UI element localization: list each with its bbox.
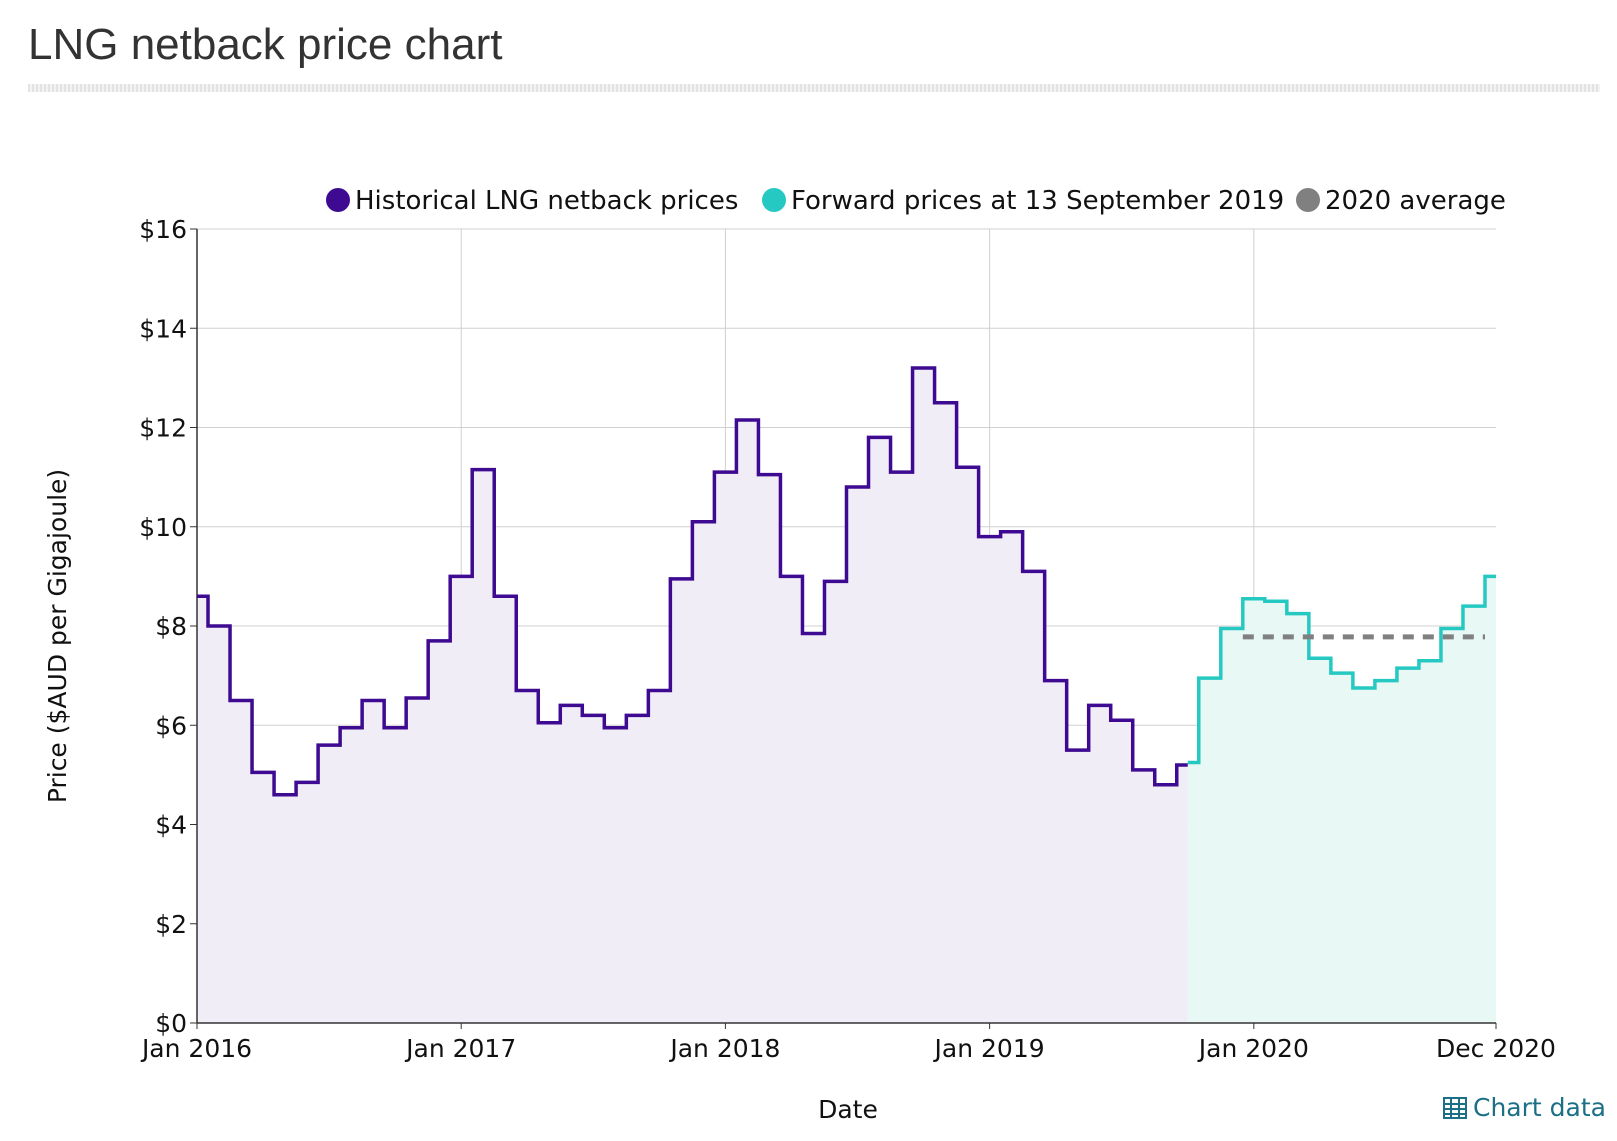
historical-lng-netback-prices-point <box>636 714 639 717</box>
x-tick-label: Jan 2020 <box>1197 1034 1309 1063</box>
historical-lng-netback-prices-point <box>548 721 551 724</box>
y-tick-label: $14 <box>139 314 187 343</box>
historical-lng-netback-prices-point <box>1054 679 1057 682</box>
historical-lng-netback-prices-point <box>262 771 265 774</box>
forward-prices-at-13-september-2019-point <box>1252 597 1255 600</box>
forward-prices-at-13-september-2019-point <box>1362 687 1365 690</box>
historical-lng-netback-prices-point <box>460 575 463 578</box>
x-tick-label: Jan 2016 <box>140 1034 252 1063</box>
x-tick-label: Jan 2017 <box>404 1034 516 1063</box>
historical-lng-netback-prices-point <box>614 726 617 729</box>
historical-lng-netback-prices-point <box>988 535 991 538</box>
historical-lng-netback-prices-point <box>680 577 683 580</box>
y-axis-title: Price ($AUD per Gigajoule) <box>43 469 72 803</box>
legend-marker-2020-average <box>1296 188 1320 212</box>
legend-label-2020-average: 2020 average <box>1325 186 1506 216</box>
forward-prices-at-13-september-2019-point <box>1406 667 1409 670</box>
historical-lng-netback-prices-point <box>1032 570 1035 573</box>
historical-lng-netback-prices-point <box>702 520 705 523</box>
x-tick-label: Jan 2019 <box>933 1034 1045 1063</box>
forward-prices-at-13-september-2019-point <box>1230 627 1233 630</box>
historical-lng-netback-prices-point <box>746 419 749 422</box>
table-icon <box>1443 1096 1467 1119</box>
forward-prices-at-13-september-2019-area <box>1187 576 1496 1023</box>
historical-lng-netback-prices-point <box>482 468 485 471</box>
historical-lng-netback-prices-point <box>1120 719 1123 722</box>
historical-lng-netback-prices-point <box>196 595 199 598</box>
y-tick-label: $4 <box>155 811 187 840</box>
forward-prices-at-13-september-2019-point <box>1340 672 1343 675</box>
historical-lng-netback-prices-point <box>504 595 507 598</box>
y-tick-label: $8 <box>155 612 187 641</box>
historical-lng-netback-prices-point <box>922 366 925 369</box>
historical-lng-netback-prices-point <box>438 639 441 642</box>
historical-lng-netback-prices-point <box>812 632 815 635</box>
forward-prices-at-13-september-2019-point <box>1495 575 1498 578</box>
historical-lng-netback-prices-point <box>570 704 573 707</box>
historical-lng-netback-prices-point <box>416 696 419 699</box>
historical-lng-netback-prices-point <box>284 793 287 796</box>
title-divider <box>28 84 1600 92</box>
y-tick-label: $2 <box>155 910 187 939</box>
historical-lng-netback-prices-point <box>526 689 529 692</box>
y-tick-label: $12 <box>139 414 187 443</box>
forward-prices-at-13-september-2019-point <box>1428 659 1431 662</box>
historical-lng-netback-prices-point <box>834 580 837 583</box>
page-title: LNG netback price chart <box>28 20 503 69</box>
historical-lng-netback-prices-area <box>197 367 1188 1023</box>
forward-prices-at-13-september-2019-point <box>1318 657 1321 660</box>
historical-lng-netback-prices-point <box>240 699 243 702</box>
historical-lng-netback-prices-point <box>592 714 595 717</box>
forward-prices-at-13-september-2019-point <box>1450 627 1453 630</box>
historical-lng-netback-prices-point <box>790 575 793 578</box>
axes-layer: $0 $2 $4 $6 $8 $10 $12 $14 $16 Jan 2016 Jan 2017 Ja… <box>139 215 1556 1063</box>
forward-prices-at-13-september-2019-line <box>1187 574 1496 765</box>
y-tick-label: $6 <box>155 711 187 740</box>
chart-data-label: Chart data <box>1473 1093 1606 1122</box>
historical-lng-netback-prices-point <box>1164 783 1167 786</box>
historical-lng-netback-prices-line <box>197 366 1188 797</box>
legend-marker-forward-prices-at-13-september-2019 <box>762 188 786 212</box>
historical-lng-netback-prices-point <box>1142 768 1145 771</box>
historical-lng-netback-prices-point <box>1076 749 1079 752</box>
line-layer <box>196 366 1498 797</box>
y-tick-label: $0 <box>155 1009 187 1038</box>
forward-prices-at-13-september-2019-point <box>1472 605 1475 608</box>
legend-marker-historical-lng-netback-prices <box>326 188 350 212</box>
historical-lng-netback-prices-point <box>900 471 903 474</box>
legend-layer: Historical LNG netback prices Forward pri… <box>326 186 1506 216</box>
historical-lng-netback-prices-point <box>306 781 309 784</box>
forward-prices-at-13-september-2019-point <box>1384 679 1387 682</box>
historical-lng-netback-prices-point <box>350 726 353 729</box>
historical-lng-netback-prices-point <box>328 744 331 747</box>
historical-lng-netback-prices-point <box>724 471 727 474</box>
forward-prices-at-13-september-2019-point <box>1296 612 1299 615</box>
forward-prices-at-13-september-2019-point <box>1274 600 1277 603</box>
x-tick-label: Jan 2018 <box>668 1034 780 1063</box>
historical-lng-netback-prices-point <box>658 689 661 692</box>
historical-lng-netback-prices-point <box>966 466 969 469</box>
historical-lng-netback-prices-point <box>944 401 947 404</box>
historical-lng-netback-prices-point <box>372 699 375 702</box>
historical-lng-netback-prices-point <box>768 473 771 476</box>
chart-data-link[interactable]: Chart data <box>1443 1093 1606 1122</box>
legend-label-historical-lng-netback-prices: Historical LNG netback prices <box>355 186 738 216</box>
historical-lng-netback-prices-point <box>856 486 859 489</box>
x-tick-label: Dec 2020 <box>1436 1034 1556 1063</box>
legend-label-forward-prices-at-13-september-2019: Forward prices at 13 September 2019 <box>791 186 1284 216</box>
historical-lng-netback-prices-point <box>218 625 221 628</box>
historical-lng-netback-prices-point <box>394 726 397 729</box>
historical-lng-netback-prices-point <box>1010 530 1013 533</box>
historical-lng-netback-prices-point <box>1098 704 1101 707</box>
y-tick-label: $16 <box>139 215 187 244</box>
historical-lng-netback-prices-point <box>878 436 881 439</box>
forward-prices-at-13-september-2019-point <box>1208 677 1211 680</box>
x-axis-title: Date <box>818 1095 878 1124</box>
y-tick-label: $10 <box>139 513 187 542</box>
forward-prices-at-13-september-2019-point <box>1186 761 1189 764</box>
area-layer <box>197 367 1496 1023</box>
